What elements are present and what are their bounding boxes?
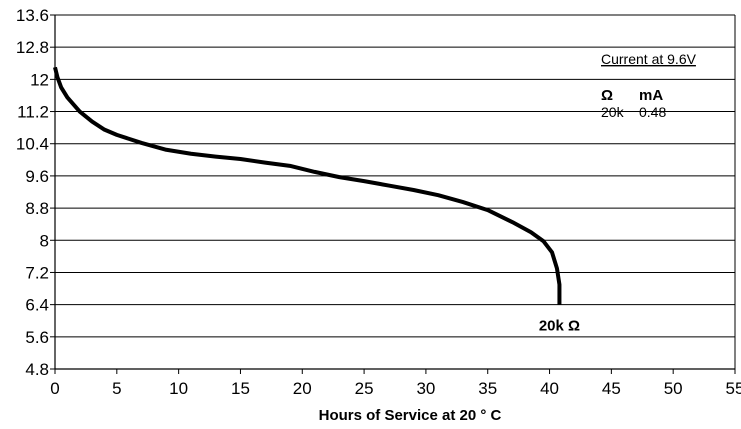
y-tick-label-4: 8 bbox=[40, 231, 49, 250]
series-line-0 bbox=[53, 66, 562, 305]
x-tick-label-4: 20 bbox=[293, 379, 312, 398]
x-tick-label-0: 0 bbox=[50, 379, 59, 398]
y-tick-label-7: 10.4 bbox=[16, 135, 49, 154]
axis-layer bbox=[50, 14, 736, 374]
x-tick-label-7: 35 bbox=[478, 379, 497, 398]
y-tick-label-10: 12.8 bbox=[16, 38, 49, 57]
legend-title: Current at 9.6V bbox=[601, 51, 697, 67]
y-tick-label-5: 8.8 bbox=[25, 199, 49, 218]
x-tick-label-1: 5 bbox=[112, 379, 121, 398]
y-tick-label-6: 9.6 bbox=[25, 167, 49, 186]
y-tick-label-9: 12 bbox=[30, 70, 49, 89]
grid-layer bbox=[55, 14, 735, 370]
y-tick-label-2: 6.4 bbox=[25, 296, 49, 315]
legend-col1-value: 20k bbox=[601, 104, 625, 120]
legend-col2-value: 0.48 bbox=[639, 104, 666, 120]
text-layer: 4.8 5.6 6.4 7.2 8 8.8 9.6 10.4 11.2 12 12.8 13.6 0 5 1… bbox=[16, 6, 741, 424]
x-tick-label-11: 55 bbox=[726, 379, 741, 398]
y-tick-label-1: 5.6 bbox=[25, 328, 49, 347]
x-tick-label-2: 10 bbox=[169, 379, 188, 398]
x-axis-label: Hours of Service at 20 ° C bbox=[319, 407, 502, 424]
x-tick-label-5: 25 bbox=[355, 379, 374, 398]
series-end-label-0: 20k Ω bbox=[539, 318, 580, 335]
y-tick-label-0: 4.8 bbox=[25, 360, 49, 379]
legend-col2-header: mA bbox=[639, 87, 663, 104]
y-tick-label-8: 11.2 bbox=[17, 103, 49, 122]
x-tick-label-10: 50 bbox=[664, 379, 683, 398]
legend-col1-header: Ω bbox=[601, 87, 613, 104]
y-tick-label-3: 7.2 bbox=[25, 263, 49, 282]
x-tick-label-3: 15 bbox=[231, 379, 250, 398]
x-tick-label-9: 45 bbox=[602, 379, 621, 398]
series-layer bbox=[53, 66, 562, 305]
y-tick-label-11: 13.6 bbox=[16, 6, 49, 25]
x-tick-label-8: 40 bbox=[540, 379, 559, 398]
x-tick-label-6: 30 bbox=[416, 379, 435, 398]
